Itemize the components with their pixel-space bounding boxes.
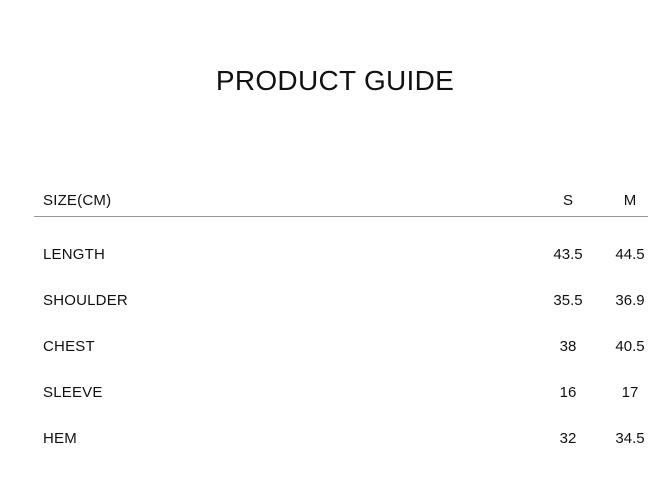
row-value-m: 40.5: [615, 337, 645, 355]
product-guide-page: PRODUCT GUIDE SIZE(CM) S M LENGTH 43.5 4…: [34, 65, 648, 461]
row-value-s: 35.5: [553, 291, 583, 309]
row-value-s: 16: [559, 383, 577, 401]
row-value-m: 17: [621, 383, 639, 401]
table-row-length: LENGTH 43.5 44.5: [34, 231, 648, 277]
column-header-size-cm: SIZE(CM): [43, 191, 112, 209]
row-value-m: 36.9: [615, 291, 645, 309]
row-label: HEM: [43, 429, 77, 447]
column-header-size-m: M: [623, 191, 637, 209]
row-value-m: 44.5: [615, 245, 645, 263]
table-header-row: SIZE(CM) S M: [34, 184, 648, 217]
table-body: LENGTH 43.5 44.5 SHOULDER 35.5 36.9 CHES…: [34, 217, 648, 461]
row-value-m: 34.5: [615, 429, 645, 447]
row-label: LENGTH: [43, 245, 106, 263]
size-guide-table: SIZE(CM) S M LENGTH 43.5 44.5 SHOULDER 3…: [34, 184, 648, 461]
row-value-s: 38: [559, 337, 577, 355]
table-row-sleeve: SLEEVE 16 17: [34, 369, 648, 415]
row-label: CHEST: [43, 337, 95, 355]
table-row-hem: HEM 32 34.5: [34, 415, 648, 461]
row-label: SLEEVE: [43, 383, 103, 401]
page-title: PRODUCT GUIDE: [215, 65, 455, 96]
row-label: SHOULDER: [43, 291, 128, 309]
table-row-chest: CHEST 38 40.5: [34, 323, 648, 369]
table-row-shoulder: SHOULDER 35.5 36.9: [34, 277, 648, 323]
row-value-s: 32: [559, 429, 577, 447]
column-header-size-s: S: [562, 191, 573, 209]
row-value-s: 43.5: [553, 245, 583, 263]
